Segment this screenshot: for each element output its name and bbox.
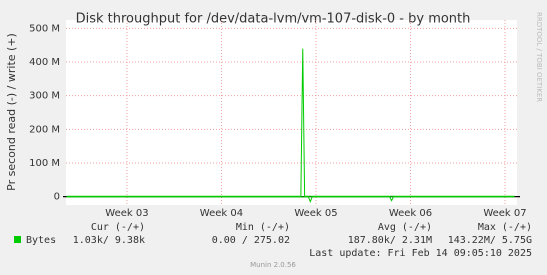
stats-value: 0.00 / 275.02 xyxy=(212,235,290,246)
legend-label: Bytes xyxy=(26,235,56,246)
stats-value: 143.22M/ 5.75G xyxy=(448,235,532,246)
stats-value: 1.03k/ 9.38k xyxy=(73,235,145,246)
x-tick-label: Week 07 xyxy=(483,208,526,219)
last-update: Last update: Fri Feb 14 09:05:10 2025 xyxy=(309,248,532,259)
footer: Munin 2.0.56 xyxy=(250,261,296,269)
y-tick-label: 500 M xyxy=(29,23,60,34)
stats-header: Cur (-/+) xyxy=(91,222,145,233)
plot-area xyxy=(66,20,517,205)
y-tick-label: 200 M xyxy=(29,124,60,135)
x-tick-label: Week 06 xyxy=(389,208,432,219)
stats-header: Min (-/+) xyxy=(236,222,290,233)
stats-header: Avg (-/+) xyxy=(378,222,432,233)
y-axis-label: Pr second read (-) / write (+) xyxy=(5,33,18,191)
y-tick-label: 100 M xyxy=(29,158,60,169)
line xyxy=(66,48,515,197)
y-tick-label: 0 xyxy=(54,192,60,203)
x-tick-label: Week 04 xyxy=(200,208,243,219)
y-tick-label: 300 M xyxy=(29,91,60,102)
chart-title: Disk throughput for /dev/data-lvm/vm-107… xyxy=(76,12,471,27)
x-tick-label: Week 05 xyxy=(294,208,337,219)
legend-swatch xyxy=(14,236,21,243)
x-tick-label: Week 03 xyxy=(105,208,148,219)
stats-value: 187.80k/ 2.31M xyxy=(348,235,432,246)
line xyxy=(66,196,515,203)
side-text: RRDTOOL / TOBI OETIKER xyxy=(535,12,543,102)
stats-header: Max (-/+) xyxy=(478,222,532,233)
y-tick-label: 400 M xyxy=(29,57,60,68)
